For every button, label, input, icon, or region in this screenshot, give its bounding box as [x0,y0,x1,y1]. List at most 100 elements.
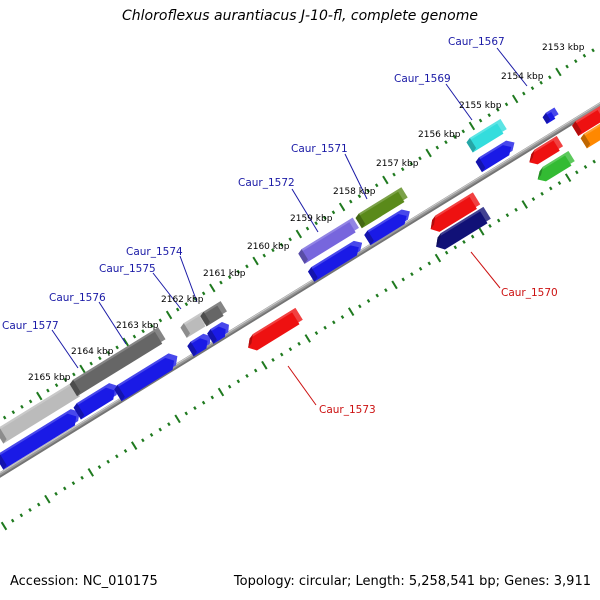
major-tick [555,67,562,77]
gene-block [475,140,515,173]
minor-tick [288,237,292,242]
minor-tick [358,304,362,309]
gene-end-face [114,384,125,402]
gene-block [308,240,363,282]
gene-block [200,301,227,327]
minor-tick [400,167,405,172]
minor-tick [444,140,448,145]
leader-line [98,301,127,345]
gene-end-face [466,137,477,153]
minor-tick [149,323,154,328]
major-tick [87,468,95,477]
minor-tick [141,329,145,334]
position-label: 2165 kbp [28,373,71,383]
minor-tick [461,129,466,134]
gene-block [114,353,178,402]
minor-tick [418,266,423,271]
gene-end-face [180,323,191,338]
major-tick [261,360,268,370]
minor-tick [557,181,562,185]
minor-tick [106,459,110,464]
major-tick [304,334,311,343]
gene-front-face [0,384,80,444]
accession-label: Accession: NC_010175 [10,574,158,589]
minor-tick [504,102,509,107]
minor-tick [539,80,543,85]
gene-end-face [248,334,253,348]
minor-tick [591,48,595,53]
gene-label: Caur_1573 [319,404,376,416]
gene-front-face [0,413,77,470]
minor-tick [410,272,414,277]
gene-block [542,107,559,125]
gene-end-face [73,403,85,420]
position-label: 2160 kbp [247,242,290,252]
gene-front-face [308,245,359,282]
minor-tick [19,513,24,518]
minor-tick [28,507,32,512]
minor-tick [357,194,362,199]
minor-tick [452,134,457,139]
gene-label: Caur_1571 [291,143,348,155]
position-label: 2155 kbp [459,101,502,111]
gene-end-face [537,166,543,180]
major-tick [79,364,86,374]
major-tick [511,94,519,104]
minor-tick [305,226,310,231]
minor-tick [219,280,223,285]
minor-tick [496,218,501,223]
gene-label: Caur_1574 [126,246,183,258]
tick-marks [0,48,596,531]
gene-block [298,217,359,264]
minor-tick [331,210,336,215]
gene-end-face [364,230,374,246]
position-label: 2158 kbp [333,187,376,197]
major-tick [468,121,476,131]
minor-tick [575,170,579,175]
major-tick [122,337,130,347]
major-tick [564,173,572,183]
minor-tick [46,388,50,393]
gene-front-face [475,145,512,173]
gene-end-face [430,215,436,230]
minor-tick [323,325,327,330]
minor-tick [89,361,93,366]
gene-block [0,379,84,444]
minor-tick [132,334,137,339]
gene-end-face [580,133,591,149]
leader-line [287,365,317,406]
minor-tick [72,372,76,377]
gene-end-face [298,249,308,264]
minor-tick [80,475,84,480]
minor-tick [478,118,483,123]
minor-tick [348,199,353,204]
minor-tick [271,357,275,362]
minor-tick [20,404,24,409]
minor-tick [332,320,336,325]
major-tick [382,175,389,185]
major-tick [165,310,173,320]
minor-tick [253,368,258,373]
gene-end-face [200,311,210,327]
minor-tick [314,221,318,226]
gene-block [529,135,564,165]
minor-tick [158,427,162,432]
backbone-line [0,102,600,476]
gene-end-face [542,112,551,125]
minor-tick [193,296,197,301]
minor-tick [505,213,510,218]
minor-tick [488,223,492,228]
major-tick [434,253,442,263]
minor-tick [115,454,119,459]
gene-block [580,123,600,149]
minor-tick [401,277,406,282]
minor-tick [279,352,284,357]
gene-block [355,187,408,229]
minor-tick [245,374,249,378]
gene-label: Caur_1575 [99,263,156,275]
gene-front-face [364,213,407,246]
gene-label: Caur_1576 [49,292,106,304]
minor-tick [375,293,379,298]
major-tick [521,200,528,209]
leader-line [344,153,368,200]
